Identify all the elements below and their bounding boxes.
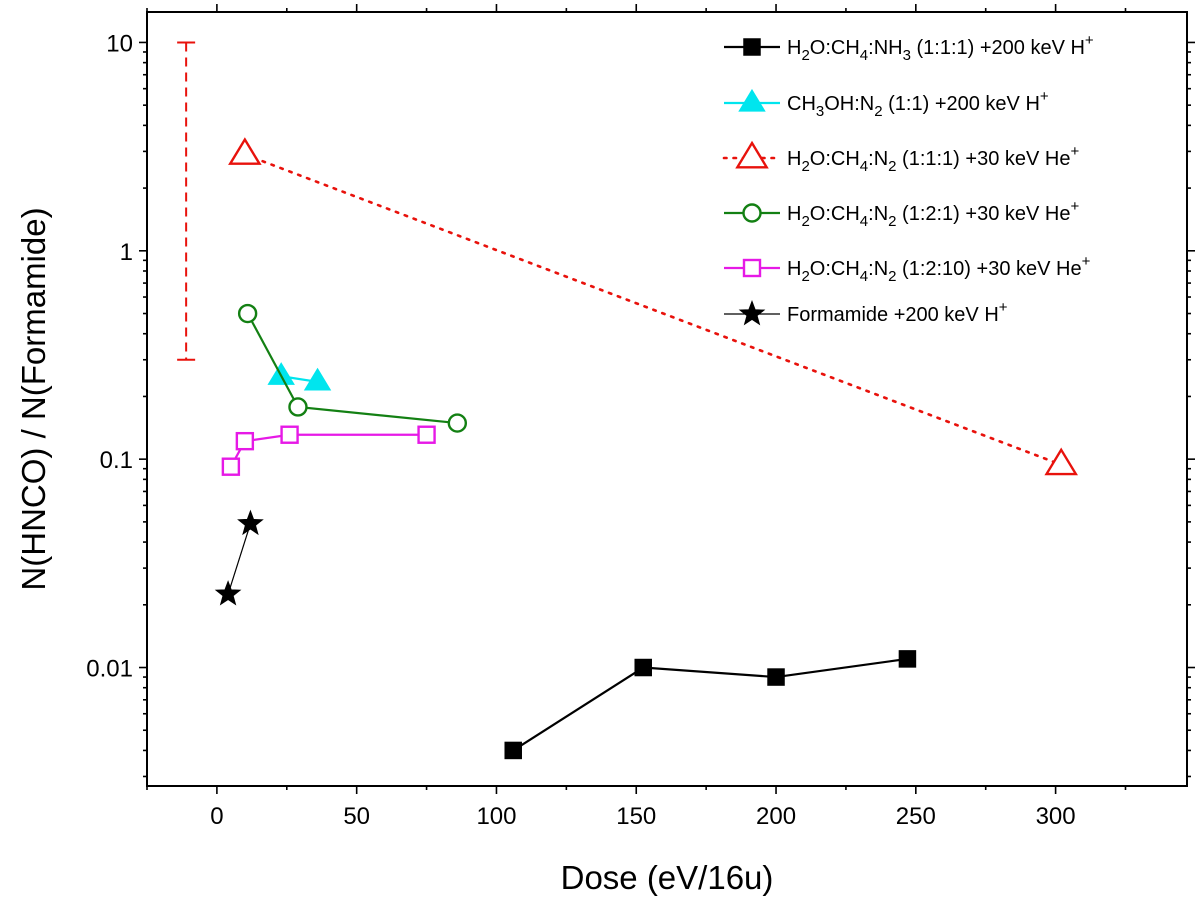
- data-point: [221, 457, 241, 476]
- legend-label: H2​O:CH4​:NH3​ (1:1:1) +200 keV H+​: [787, 32, 1094, 64]
- series-line: [227, 523, 252, 595]
- tick-labels: 0 50 100 150 200 250 300 0.01 0.1 1 10: [86, 30, 1075, 830]
- x-axis-title: Dose (eV/16u): [561, 859, 774, 896]
- data-point: [898, 650, 917, 668]
- y-tick-label: 1: [120, 239, 133, 266]
- data-point: [767, 668, 785, 686]
- y-axis-title: N(HNCO) / N(Formamide): [15, 207, 52, 590]
- data-point: [303, 367, 332, 391]
- series-line: [229, 433, 427, 468]
- x-tick-label: 150: [616, 803, 656, 830]
- data-point: [1044, 447, 1078, 476]
- series-group: [214, 137, 1078, 760]
- data-point: [237, 303, 258, 324]
- legend-marker: [743, 38, 761, 56]
- legend-label: H2​O:CH4​:N2​ (1:2:10) +30 keV He+​: [787, 253, 1091, 285]
- x-tick-label: 50: [343, 803, 370, 830]
- data-point: [228, 137, 262, 165]
- series-5: [214, 509, 264, 606]
- data-point: [288, 397, 308, 417]
- error-bar-group: [177, 41, 196, 361]
- y-tick-label: 0.01: [86, 656, 133, 683]
- legend-item: H2​O:CH4​:NH3​ (1:1:1) +200 keV H+​: [724, 32, 1094, 64]
- data-point: [504, 741, 522, 760]
- legend-item: H2​O:CH4​:N2​ (1:2:10) +30 keV He+​: [724, 253, 1091, 285]
- data-point: [280, 425, 299, 444]
- series-line: [512, 657, 908, 752]
- plot-frame: [146, 11, 1188, 787]
- series-4: [221, 425, 436, 476]
- series-0: [504, 650, 917, 760]
- legend-marker: [738, 88, 766, 112]
- series-line: [243, 153, 1063, 467]
- data-point: [447, 413, 468, 433]
- data-point: [214, 580, 242, 606]
- x-tick-label: 300: [1036, 803, 1076, 830]
- legend-item: H2​O:CH4​:N2​ (1:1:1) +30 keV He+​: [722, 140, 1079, 175]
- legend-marker: [735, 140, 769, 169]
- legend-marker: [738, 299, 766, 326]
- legend-label: H2​O:CH4​:N2​ (1:2:1) +30 keV He+​: [787, 198, 1079, 230]
- data-point: [417, 425, 436, 444]
- legend-marker: [742, 203, 762, 223]
- series-3: [237, 303, 468, 433]
- y-tick-label: 0.1: [100, 447, 133, 474]
- legend-label: Formamide +200 keV H+​: [787, 299, 1008, 326]
- x-tick-label: 200: [756, 803, 796, 830]
- series-1: [267, 362, 332, 391]
- data-point: [634, 658, 652, 677]
- x-tick-label: 250: [896, 803, 936, 830]
- legend-item: Formamide +200 keV H+​: [724, 299, 1008, 326]
- legend-label: H2​O:CH4​:N2​ (1:1:1) +30 keV He+​: [787, 143, 1079, 175]
- legend: H2​O:CH4​:NH3​ (1:1:1) +200 keV H+​ CH3​O…: [722, 32, 1094, 326]
- series-2: [228, 137, 1078, 476]
- x-tick-label: 100: [476, 803, 516, 830]
- legend-item: CH3​OH:N2​ (1:1) +200 keV H+​: [724, 88, 1049, 120]
- legend-marker: [742, 258, 762, 278]
- legend-label: CH3​OH:N2​ (1:1) +200 keV H+​: [787, 88, 1049, 120]
- legend-item: H2​O:CH4​:N2​ (1:2:1) +30 keV He+​: [724, 198, 1079, 230]
- data-point: [237, 509, 264, 536]
- x-tick-label: 0: [210, 803, 223, 830]
- data-point: [235, 431, 255, 451]
- y-tick-label: 10: [106, 30, 133, 57]
